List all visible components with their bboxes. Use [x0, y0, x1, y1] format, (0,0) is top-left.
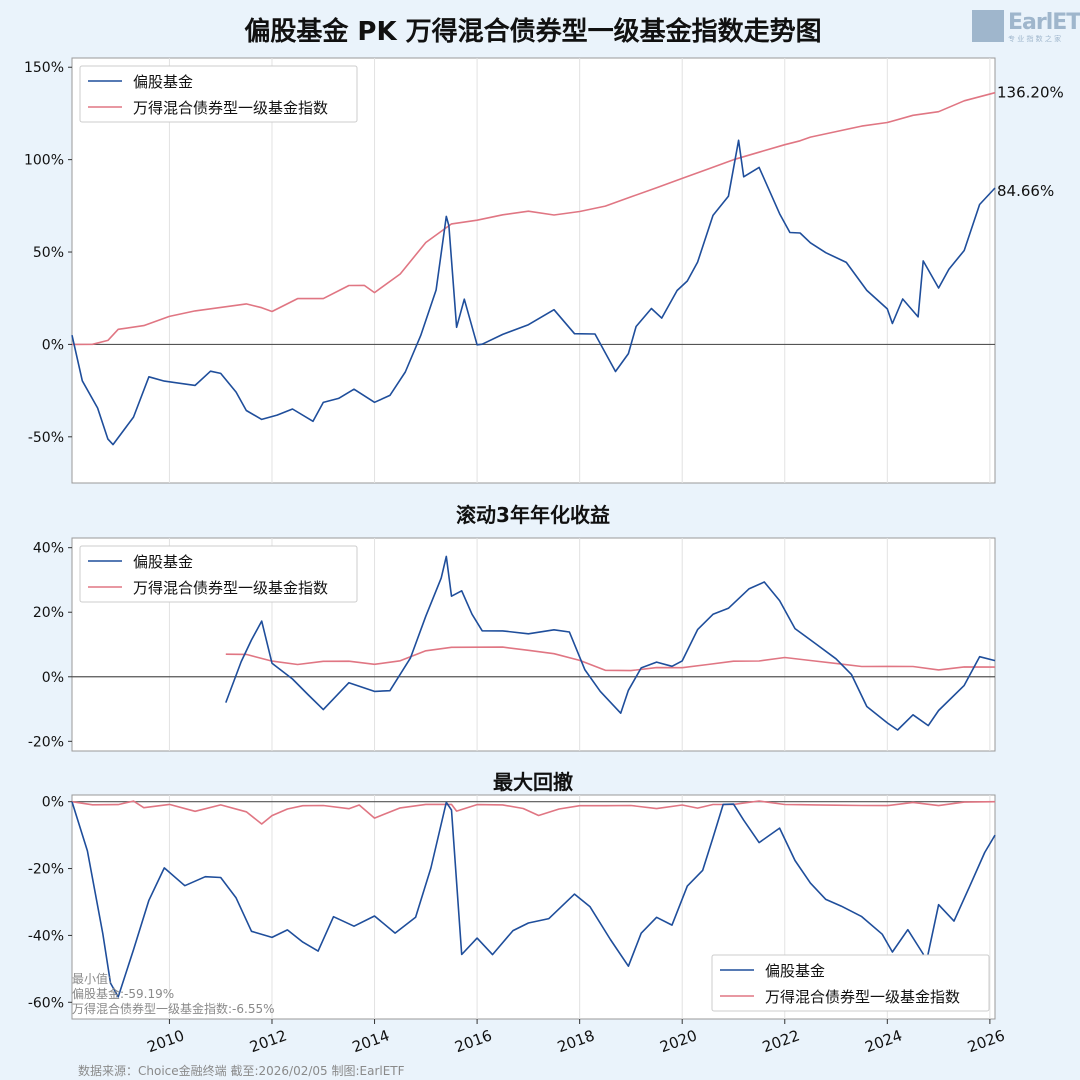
series-line-fund	[71, 801, 996, 998]
legend-label: 万得混合债券型一级基金指数	[765, 988, 960, 1006]
x-tick-label: 2020	[657, 1026, 699, 1056]
legend-label: 万得混合债券型一级基金指数	[133, 99, 328, 117]
chart-panel-1: 150% 100% 50% 0% -50% 136.20% 84.66% 偏股基金万得混合债券…	[24, 57, 1064, 484]
x-tick-label: 2024	[863, 1026, 905, 1056]
end-label-index: 136.20%	[997, 84, 1064, 102]
brand-logo: EarlETF 专 业 指 数 之 家	[972, 10, 1080, 44]
min-value-annotation: 最小值:	[72, 971, 112, 986]
x-tick-label: 2016	[452, 1026, 494, 1056]
y-tick-label: 0%	[42, 670, 64, 686]
series-line-index	[71, 91, 996, 346]
x-tick-label: 2014	[350, 1026, 392, 1056]
y-tick-label: 150%	[24, 60, 64, 76]
logo-icon	[972, 10, 1004, 42]
series-line-fund	[71, 139, 996, 446]
x-tick-label: 2022	[760, 1026, 802, 1056]
y-tick-label: 0%	[42, 337, 64, 353]
y-tick-label: 40%	[33, 541, 64, 557]
panel-title: 滚动3年年化收益	[456, 503, 610, 527]
x-tick-label: 2026	[965, 1026, 1007, 1056]
y-tick-label: -40%	[28, 928, 64, 944]
chart-title: 偏股基金 PK 万得混合债券型一级基金指数走势图	[244, 16, 821, 47]
logo-text: EarlETF	[1008, 10, 1080, 35]
y-tick-label: -20%	[28, 862, 64, 878]
legend-box	[711, 954, 990, 1012]
plot-area	[71, 57, 996, 484]
legend-label: 偏股基金	[133, 553, 193, 571]
y-tick-label: -20%	[28, 734, 64, 750]
series-line-fund	[225, 555, 996, 731]
y-tick-label: 50%	[33, 245, 64, 261]
y-tick-label: 20%	[33, 605, 64, 621]
min-value-annotation: 万得混合债券型一级基金指数:-6.55%	[72, 1001, 275, 1016]
x-tick-label: 2018	[555, 1026, 597, 1056]
min-value-annotation: 偏股基金:-59.19%	[72, 986, 174, 1001]
end-label-fund: 84.66%	[997, 182, 1054, 200]
legend-label: 万得混合债券型一级基金指数	[133, 579, 328, 597]
legend-box	[79, 545, 358, 603]
legend-box	[79, 65, 358, 123]
y-tick-label: -60%	[28, 995, 64, 1011]
y-tick-label: -50%	[28, 430, 64, 446]
chart-panel-3: 0%-20%-40%-60%最大回撤偏股基金万得混合债券型一级基金指数最小值:偏…	[28, 770, 996, 1020]
legend-label: 偏股基金	[133, 73, 193, 91]
legend-label: 偏股基金	[765, 962, 825, 980]
data-source-footer: 数据来源：Choice金融终端 截至:2026/02/05 制图:EarlETF	[78, 1064, 405, 1078]
series-line-index	[225, 646, 996, 672]
series-line-index	[71, 800, 996, 825]
logo-subtext: 专 业 指 数 之 家	[1008, 35, 1062, 43]
x-tick-label: 2012	[247, 1026, 289, 1056]
y-tick-label: 100%	[24, 153, 64, 169]
x-tick-label: 2010	[145, 1026, 187, 1056]
panel-title: 最大回撤	[493, 770, 573, 794]
y-tick-label: 0%	[42, 795, 64, 811]
